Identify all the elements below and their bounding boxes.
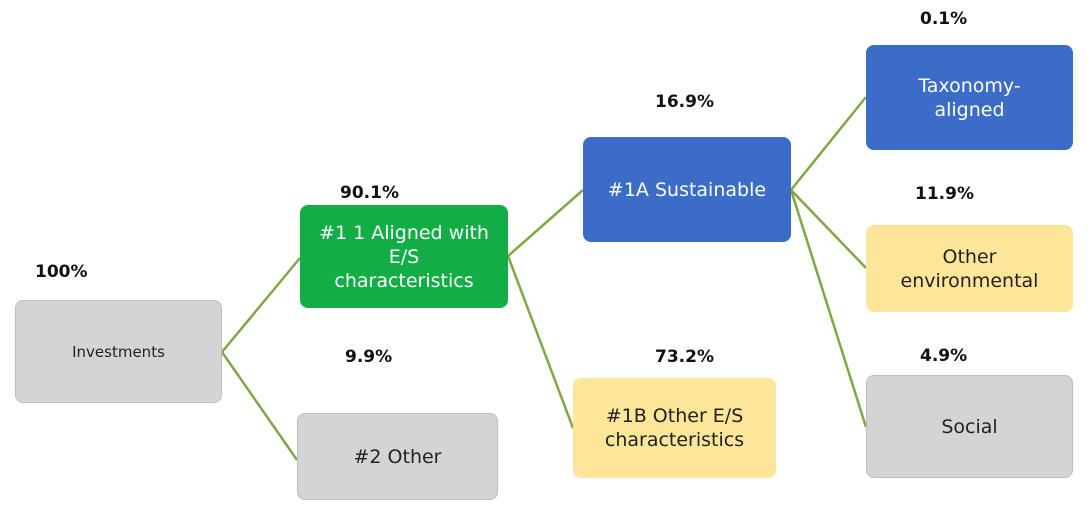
node-label: #1A Sustainable [607,178,767,201]
node-label: #1B Other E/S [605,405,744,427]
node-box: Taxonomy-aligned [866,45,1073,150]
connector [790,96,867,191]
node-percent: 16.9% [655,92,714,112]
connector [221,257,301,353]
connector [790,189,867,269]
node-percent: 9.9% [345,347,393,367]
node-percent: 4.9% [920,346,968,366]
connector [507,189,584,257]
node-label: #2 Other [353,445,442,468]
node-percent: 0.1% [920,9,968,29]
node-label: characteristics [604,429,745,451]
node-box: Other environmental [866,225,1073,312]
node-percent: 90.1% [340,183,399,203]
node-box: #1 1 Aligned with E/S characteristics [300,205,508,308]
connector [220,351,299,461]
node-box: Social [866,375,1073,478]
node-label: E/S [388,245,420,268]
node-label: environmental [900,269,1039,292]
node-box: #2 Other [297,413,498,500]
node-box: #1A Sustainable [583,137,791,242]
node-label: #1 1 Aligned with [319,221,489,244]
node-label: Other [942,245,997,268]
node-box: Investments [15,300,222,403]
node-label: aligned [934,98,1005,121]
node-box: #1B Other E/S characteristics [573,378,776,478]
node-label: Investments [72,342,165,361]
connector [506,255,575,429]
node-percent: 73.2% [655,347,714,367]
node-label: Social [941,415,998,438]
node-percent: 100% [35,262,88,282]
node-percent: 11.9% [915,184,974,204]
connector [789,189,868,428]
node-label: Taxonomy- [918,74,1021,97]
node-label: characteristics [334,269,474,292]
